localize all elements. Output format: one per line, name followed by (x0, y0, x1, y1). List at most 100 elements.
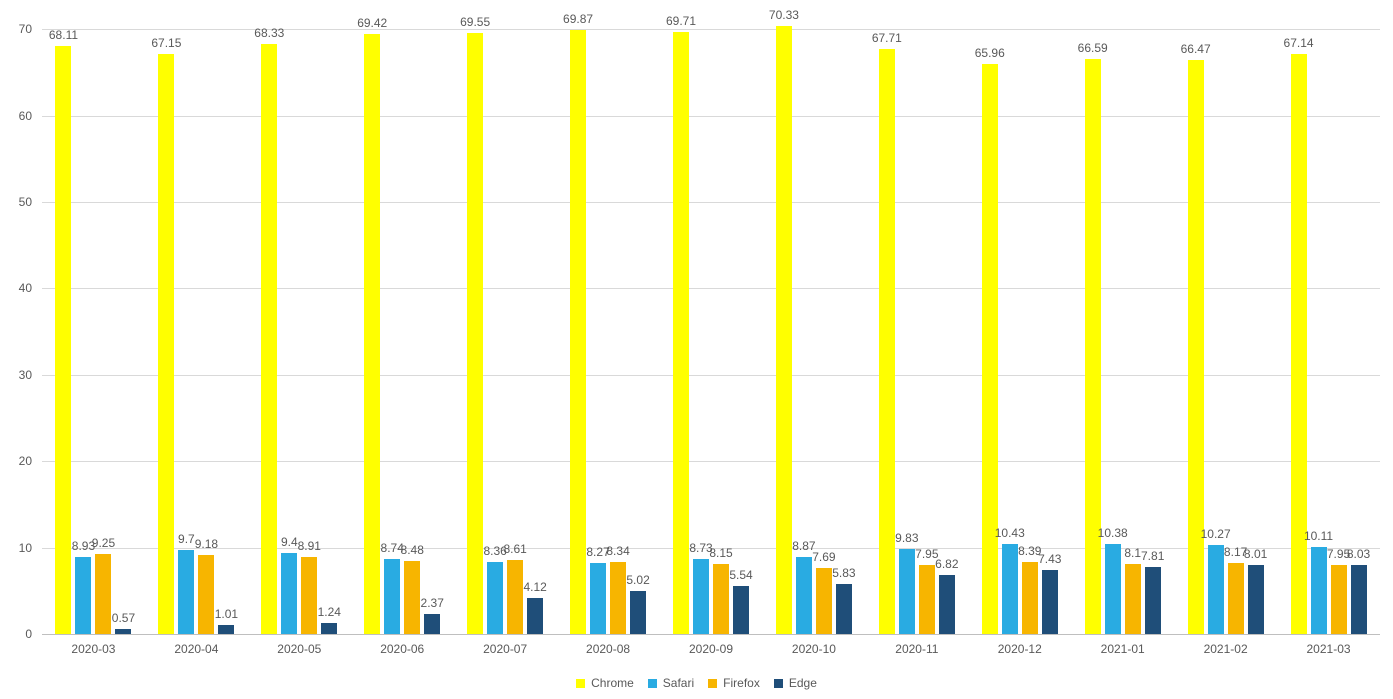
data-label: 7.43 (1038, 552, 1061, 566)
y-tick-label: 30 (0, 368, 32, 382)
bar-edge (630, 591, 646, 634)
y-tick-label: 40 (0, 281, 32, 295)
bar-safari (178, 550, 194, 634)
data-label: 9.7 (178, 532, 195, 546)
y-tick-label: 70 (0, 22, 32, 36)
bar-firefox (507, 560, 523, 634)
data-label: 67.71 (872, 31, 902, 45)
plot-area: 68.118.939.250.5767.159.79.181.0168.339.… (42, 12, 1380, 634)
x-tick-label: 2020-11 (895, 642, 938, 656)
bar-edge (939, 575, 955, 634)
bar-edge (424, 614, 440, 634)
bar-safari (487, 562, 503, 634)
data-label: 5.54 (729, 568, 752, 582)
bar-firefox (95, 554, 111, 634)
x-tick-label: 2020-04 (174, 642, 218, 656)
data-label: 1.24 (318, 605, 341, 619)
data-label: 6.82 (935, 557, 958, 571)
x-tick-label: 2020-05 (277, 642, 321, 656)
x-tick-label: 2021-03 (1307, 642, 1351, 656)
bar-chrome (261, 44, 277, 634)
data-label: 4.12 (523, 580, 546, 594)
data-label: 9.4 (281, 535, 298, 549)
data-label: 9.18 (195, 537, 218, 551)
bar-edge (321, 623, 337, 634)
data-label: 8.03 (1347, 547, 1370, 561)
browser-share-chart: 68.118.939.250.5767.159.79.181.0168.339.… (0, 0, 1393, 699)
bar-safari (75, 557, 91, 634)
legend-label: Edge (789, 676, 817, 690)
gridline (42, 375, 1380, 376)
bar-firefox (816, 568, 832, 634)
bar-safari (281, 553, 297, 634)
legend-swatch (774, 679, 783, 688)
bar-chrome (1188, 60, 1204, 634)
bar-safari (693, 559, 709, 634)
y-tick-label: 10 (0, 541, 32, 555)
bar-edge (115, 629, 131, 634)
bar-chrome (1085, 59, 1101, 634)
legend-label: Firefox (723, 676, 760, 690)
data-label: 8.91 (298, 539, 321, 553)
x-tick-label: 2020-12 (998, 642, 1042, 656)
bar-safari (899, 549, 915, 634)
bar-chrome (982, 64, 998, 634)
data-label: 0.57 (112, 611, 135, 625)
bar-edge (527, 598, 543, 634)
x-tick-label: 2021-02 (1204, 642, 1248, 656)
x-tick-label: 2020-07 (483, 642, 527, 656)
bar-firefox (198, 555, 214, 634)
bar-safari (590, 563, 606, 634)
bar-safari (1002, 544, 1018, 634)
data-label: 65.96 (975, 46, 1005, 60)
legend-swatch (576, 679, 585, 688)
bar-edge (1248, 565, 1264, 634)
bar-safari (796, 557, 812, 634)
data-label: 10.11 (1304, 529, 1333, 543)
gridline (42, 29, 1380, 30)
bar-edge (1042, 570, 1058, 634)
y-tick-label: 0 (0, 627, 32, 641)
bar-safari (1311, 547, 1327, 634)
data-label: 1.01 (215, 607, 238, 621)
data-label: 66.59 (1078, 41, 1108, 55)
legend-item-safari: Safari (648, 676, 694, 690)
data-label: 8.15 (709, 546, 732, 560)
bar-chrome (55, 46, 71, 634)
bar-firefox (404, 561, 420, 634)
y-tick-label: 50 (0, 195, 32, 209)
bar-edge (836, 584, 852, 634)
data-label: 68.11 (49, 28, 78, 42)
data-label: 10.38 (1098, 526, 1128, 540)
data-label: 66.47 (1181, 42, 1211, 56)
data-label: 8.01 (1244, 547, 1267, 561)
data-label: 7.81 (1141, 549, 1164, 563)
bar-chrome (776, 26, 792, 634)
gridline (42, 202, 1380, 203)
x-tick-label: 2020-03 (71, 642, 115, 656)
bar-edge (733, 586, 749, 634)
y-tick-label: 20 (0, 454, 32, 468)
bar-safari (1208, 545, 1224, 634)
bar-chrome (673, 32, 689, 634)
legend-label: Safari (663, 676, 694, 690)
data-label: 69.55 (460, 15, 490, 29)
data-label: 68.33 (254, 26, 284, 40)
data-label: 7.69 (812, 550, 835, 564)
bar-firefox (1022, 562, 1038, 634)
bar-chrome (570, 30, 586, 634)
bar-firefox (1331, 565, 1347, 634)
x-tick-label: 2021-01 (1101, 642, 1145, 656)
legend-item-chrome: Chrome (576, 676, 634, 690)
x-tick-label: 2020-06 (380, 642, 424, 656)
data-label: 8.61 (503, 542, 526, 556)
bar-firefox (610, 562, 626, 634)
data-label: 67.14 (1284, 36, 1314, 50)
data-label: 5.02 (626, 573, 649, 587)
data-label: 10.27 (1201, 527, 1231, 541)
legend-swatch (708, 679, 717, 688)
gridline (42, 288, 1380, 289)
bar-chrome (1291, 54, 1307, 634)
y-tick-label: 60 (0, 109, 32, 123)
legend: Chrome Safari Firefox Edge (0, 676, 1393, 690)
